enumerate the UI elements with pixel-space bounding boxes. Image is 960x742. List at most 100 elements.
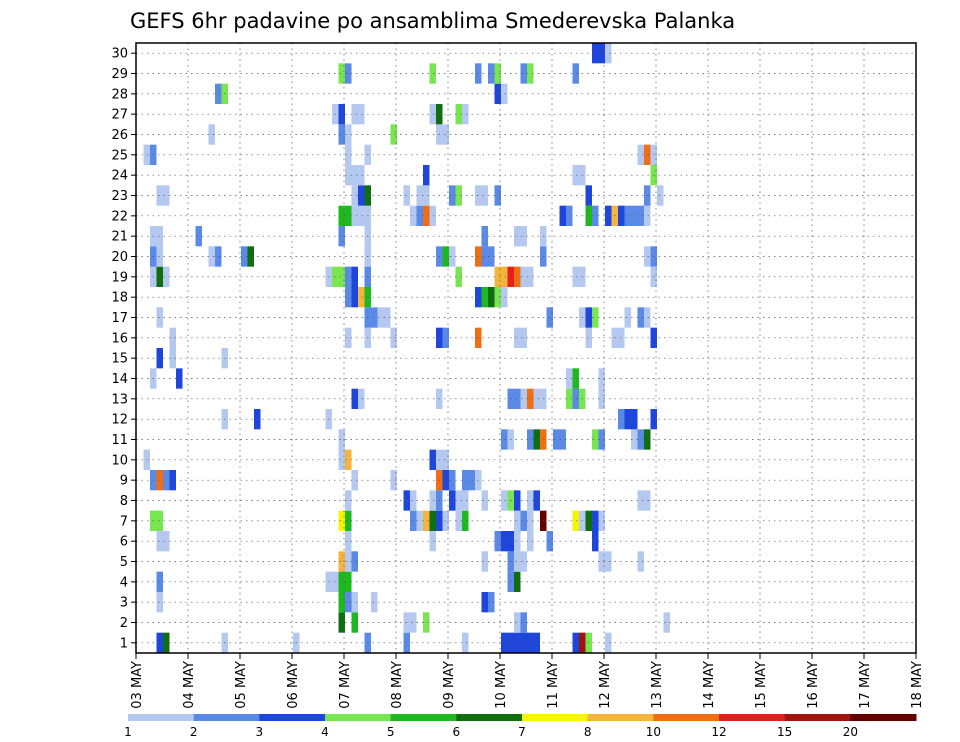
heatmap-cell (514, 612, 521, 633)
heatmap-cell (163, 185, 170, 206)
heatmap-cell (423, 612, 430, 633)
heatmap-cell (338, 205, 345, 226)
colorbar-label: 3 (256, 725, 264, 739)
heatmap-cell (592, 510, 599, 531)
y-tick-label: 1 (120, 636, 128, 651)
heatmap-cell (657, 185, 664, 206)
heatmap-cell (527, 266, 534, 287)
heatmap-cell (442, 510, 449, 531)
heatmap-cell (371, 592, 378, 613)
heatmap-cell (637, 205, 644, 226)
y-tick-label: 29 (111, 67, 128, 82)
heatmap-cell (501, 490, 508, 511)
y-tick-label: 7 (120, 514, 128, 529)
heatmap-cell (442, 449, 449, 470)
heatmap-cell (345, 144, 352, 165)
heatmap-cell (423, 510, 430, 531)
y-tick-label: 5 (120, 555, 128, 570)
heatmap-cell (494, 287, 501, 308)
heatmap-cell (429, 510, 436, 531)
heatmap-cell (533, 388, 540, 409)
colorbar-swatch (719, 714, 786, 721)
heatmap-cell (572, 388, 579, 409)
y-tick-label: 10 (111, 453, 128, 468)
heatmap-cell (338, 592, 345, 613)
heatmap-cell (644, 246, 651, 267)
x-tick-label: 09 MAY (442, 661, 457, 709)
heatmap-cell (345, 551, 352, 572)
y-tick-label: 22 (111, 209, 128, 224)
heatmap-cell (501, 531, 508, 552)
heatmap-cell (527, 632, 534, 653)
heatmap-cell (455, 266, 462, 287)
heatmap-cell (520, 226, 527, 247)
y-tick-label: 21 (111, 230, 128, 245)
heatmap-cell (462, 510, 469, 531)
heatmap-cell (553, 429, 560, 450)
y-tick-label: 15 (111, 352, 128, 367)
heatmap-cell (338, 449, 345, 470)
y-tick-label: 18 (111, 291, 128, 306)
heatmap-cell (533, 632, 540, 653)
colorbar-swatch (653, 714, 720, 721)
heatmap-cell (416, 185, 423, 206)
heatmap-cell (241, 246, 248, 267)
heatmap-cell (345, 287, 352, 308)
heatmap-cell (338, 266, 345, 287)
heatmap-cell (527, 63, 534, 84)
heatmap-cell (449, 470, 456, 491)
heatmap-cell (449, 490, 456, 511)
heatmap-cell (494, 63, 501, 84)
y-tick-label: 20 (111, 250, 128, 265)
heatmap-cell (572, 165, 579, 186)
heatmap-cell (338, 612, 345, 633)
heatmap-cell (644, 429, 651, 450)
heatmap-cell (605, 551, 612, 572)
heatmap-cell (592, 429, 599, 450)
colorbar-label: 2 (190, 725, 198, 739)
heatmap-cell (338, 124, 345, 145)
heatmap-cell (358, 185, 365, 206)
heatmap-cell (358, 388, 365, 409)
heatmap-cell (208, 124, 215, 145)
heatmap-cell (462, 632, 469, 653)
x-tick-label: 04 MAY (182, 661, 197, 709)
x-tick-label: 17 MAY (858, 661, 873, 709)
heatmap-cell (520, 63, 527, 84)
x-tick-label: 14 MAY (702, 661, 717, 709)
heatmap-cell (514, 226, 521, 247)
heatmap-cell (442, 327, 449, 348)
heatmap-cell (345, 449, 352, 470)
y-tick-label: 28 (111, 87, 128, 102)
heatmap-cell (156, 185, 163, 206)
heatmap-cell (514, 266, 521, 287)
heatmap-cell (592, 307, 599, 328)
heatmap-cell (585, 205, 592, 226)
heatmap-cell (358, 104, 365, 125)
y-tick-label: 8 (120, 494, 128, 509)
heatmap-cell (514, 632, 521, 653)
grid-lines (136, 43, 916, 653)
heatmap-cell (520, 632, 527, 653)
colorbar-swatch (456, 714, 523, 721)
colorbar-swatch (259, 714, 326, 721)
heatmap-cell (527, 388, 534, 409)
heatmap-cell (143, 144, 150, 165)
heatmap-cell (527, 510, 534, 531)
heatmap-cell (585, 510, 592, 531)
heatmap-cell (663, 612, 670, 633)
colorbar-label: 12 (711, 725, 726, 739)
heatmap-cell (390, 470, 397, 491)
y-tick-label: 16 (111, 331, 128, 346)
heatmap-cell (358, 165, 365, 186)
heatmap-cell (156, 470, 163, 491)
heatmap-cell (247, 246, 254, 267)
x-tick-label: 05 MAY (234, 661, 249, 709)
heatmap-cell (410, 205, 417, 226)
heatmap-cell (501, 83, 508, 104)
heatmap-cell (371, 307, 378, 328)
heatmap-cell (455, 490, 462, 511)
heatmap-cell (416, 205, 423, 226)
heatmap-cell (390, 124, 397, 145)
